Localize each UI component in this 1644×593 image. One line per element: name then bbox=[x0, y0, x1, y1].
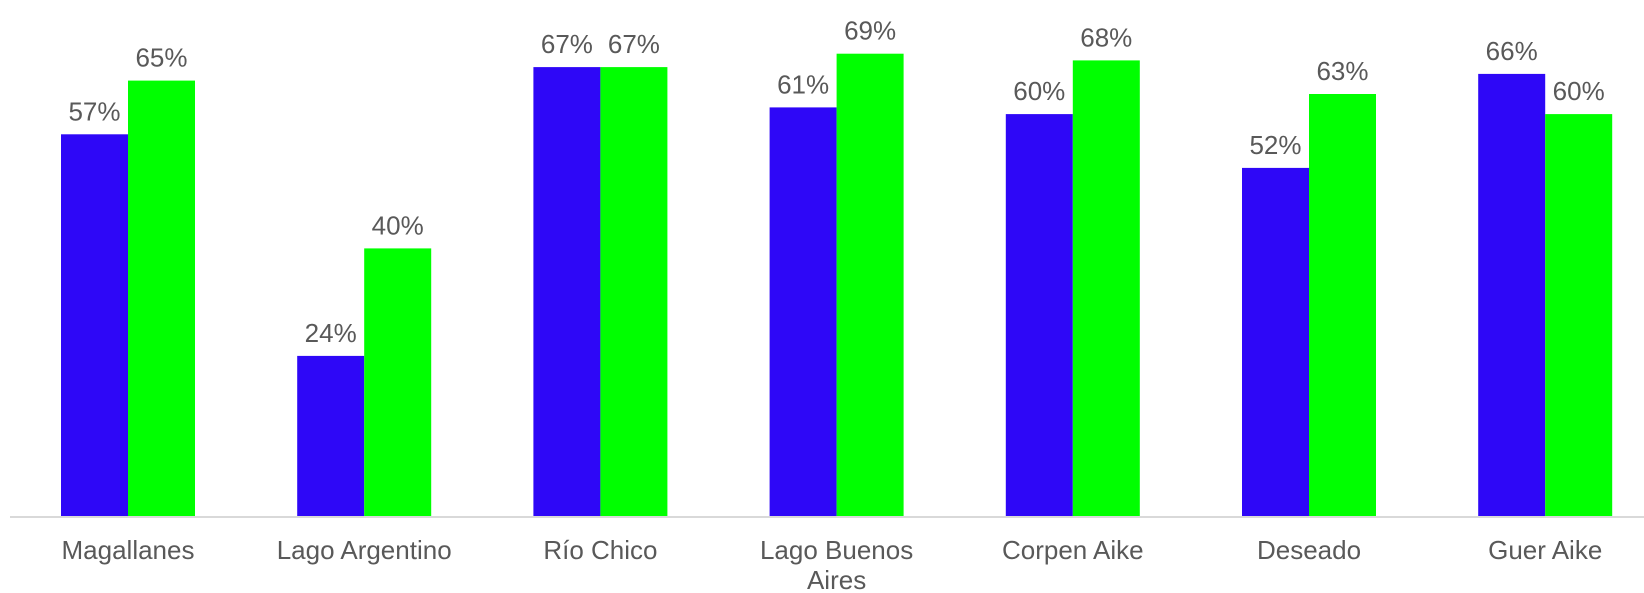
data-label-series2-3: 69% bbox=[844, 16, 896, 46]
category-label-0: Magallanes bbox=[62, 535, 195, 565]
category-label-3: Lago Buenos Aires bbox=[760, 535, 913, 593]
category-label-line: Río Chico bbox=[543, 535, 657, 565]
bar-series2-1 bbox=[364, 248, 432, 517]
category-label-5: Deseado bbox=[1257, 535, 1361, 565]
data-label-series2-6: 60% bbox=[1553, 76, 1605, 106]
bars-layer bbox=[61, 53, 1613, 518]
bar-series1-6 bbox=[1478, 73, 1546, 518]
bar-series1-0 bbox=[61, 134, 128, 518]
category-label-2: Río Chico bbox=[543, 535, 657, 565]
category-label-line: Magallanes bbox=[62, 535, 195, 565]
bar-series1-2 bbox=[533, 67, 601, 517]
bar-series1-1 bbox=[297, 355, 365, 517]
data-label-series2-4: 68% bbox=[1080, 22, 1132, 52]
bar-series2-5 bbox=[1309, 94, 1376, 517]
bar-series2-2 bbox=[600, 67, 668, 517]
category-label-line: Deseado bbox=[1257, 535, 1361, 565]
bar-series1-3 bbox=[769, 107, 837, 518]
data-label-series1-3: 61% bbox=[777, 69, 829, 99]
category-label-line: Corpen Aike bbox=[1002, 535, 1144, 565]
data-label-series1-1: 24% bbox=[305, 318, 357, 348]
bar-series1-5 bbox=[1242, 167, 1309, 517]
data-label-series2-5: 63% bbox=[1316, 56, 1368, 86]
data-label-series1-0: 57% bbox=[68, 96, 120, 126]
data-label-series2-1: 40% bbox=[372, 210, 424, 240]
data-label-series1-2: 67% bbox=[541, 29, 593, 59]
category-label-line: Aires bbox=[807, 565, 866, 593]
bar-series2-0 bbox=[128, 80, 195, 517]
category-label-line: Lago Argentino bbox=[277, 535, 452, 565]
bar-series2-6 bbox=[1545, 114, 1613, 517]
category-label-1: Lago Argentino bbox=[277, 535, 452, 565]
bar-series2-3 bbox=[836, 53, 904, 517]
category-label-4: Corpen Aike bbox=[1002, 535, 1144, 565]
data-label-series1-4: 60% bbox=[1013, 76, 1065, 106]
bar-series2-4 bbox=[1072, 60, 1140, 518]
labels-layer: 57% 65% 24% 40% 67% 67% 61% 69% 60% 68% 52% 63% 66% 6… bbox=[68, 16, 1604, 348]
category-label-line: Guer Aike bbox=[1488, 535, 1602, 565]
data-label-series1-6: 66% bbox=[1486, 36, 1538, 66]
data-label-series1-5: 52% bbox=[1249, 130, 1301, 160]
category-label-6: Guer Aike bbox=[1488, 535, 1602, 565]
data-label-series2-0: 65% bbox=[135, 43, 187, 73]
category-label-line: Lago Buenos bbox=[760, 535, 913, 565]
category-labels: Magallanes Lago Argentino Río Chico Lago Bu… bbox=[62, 535, 1603, 593]
data-label-series2-2: 67% bbox=[608, 29, 660, 59]
bar-series1-4 bbox=[1005, 114, 1073, 517]
